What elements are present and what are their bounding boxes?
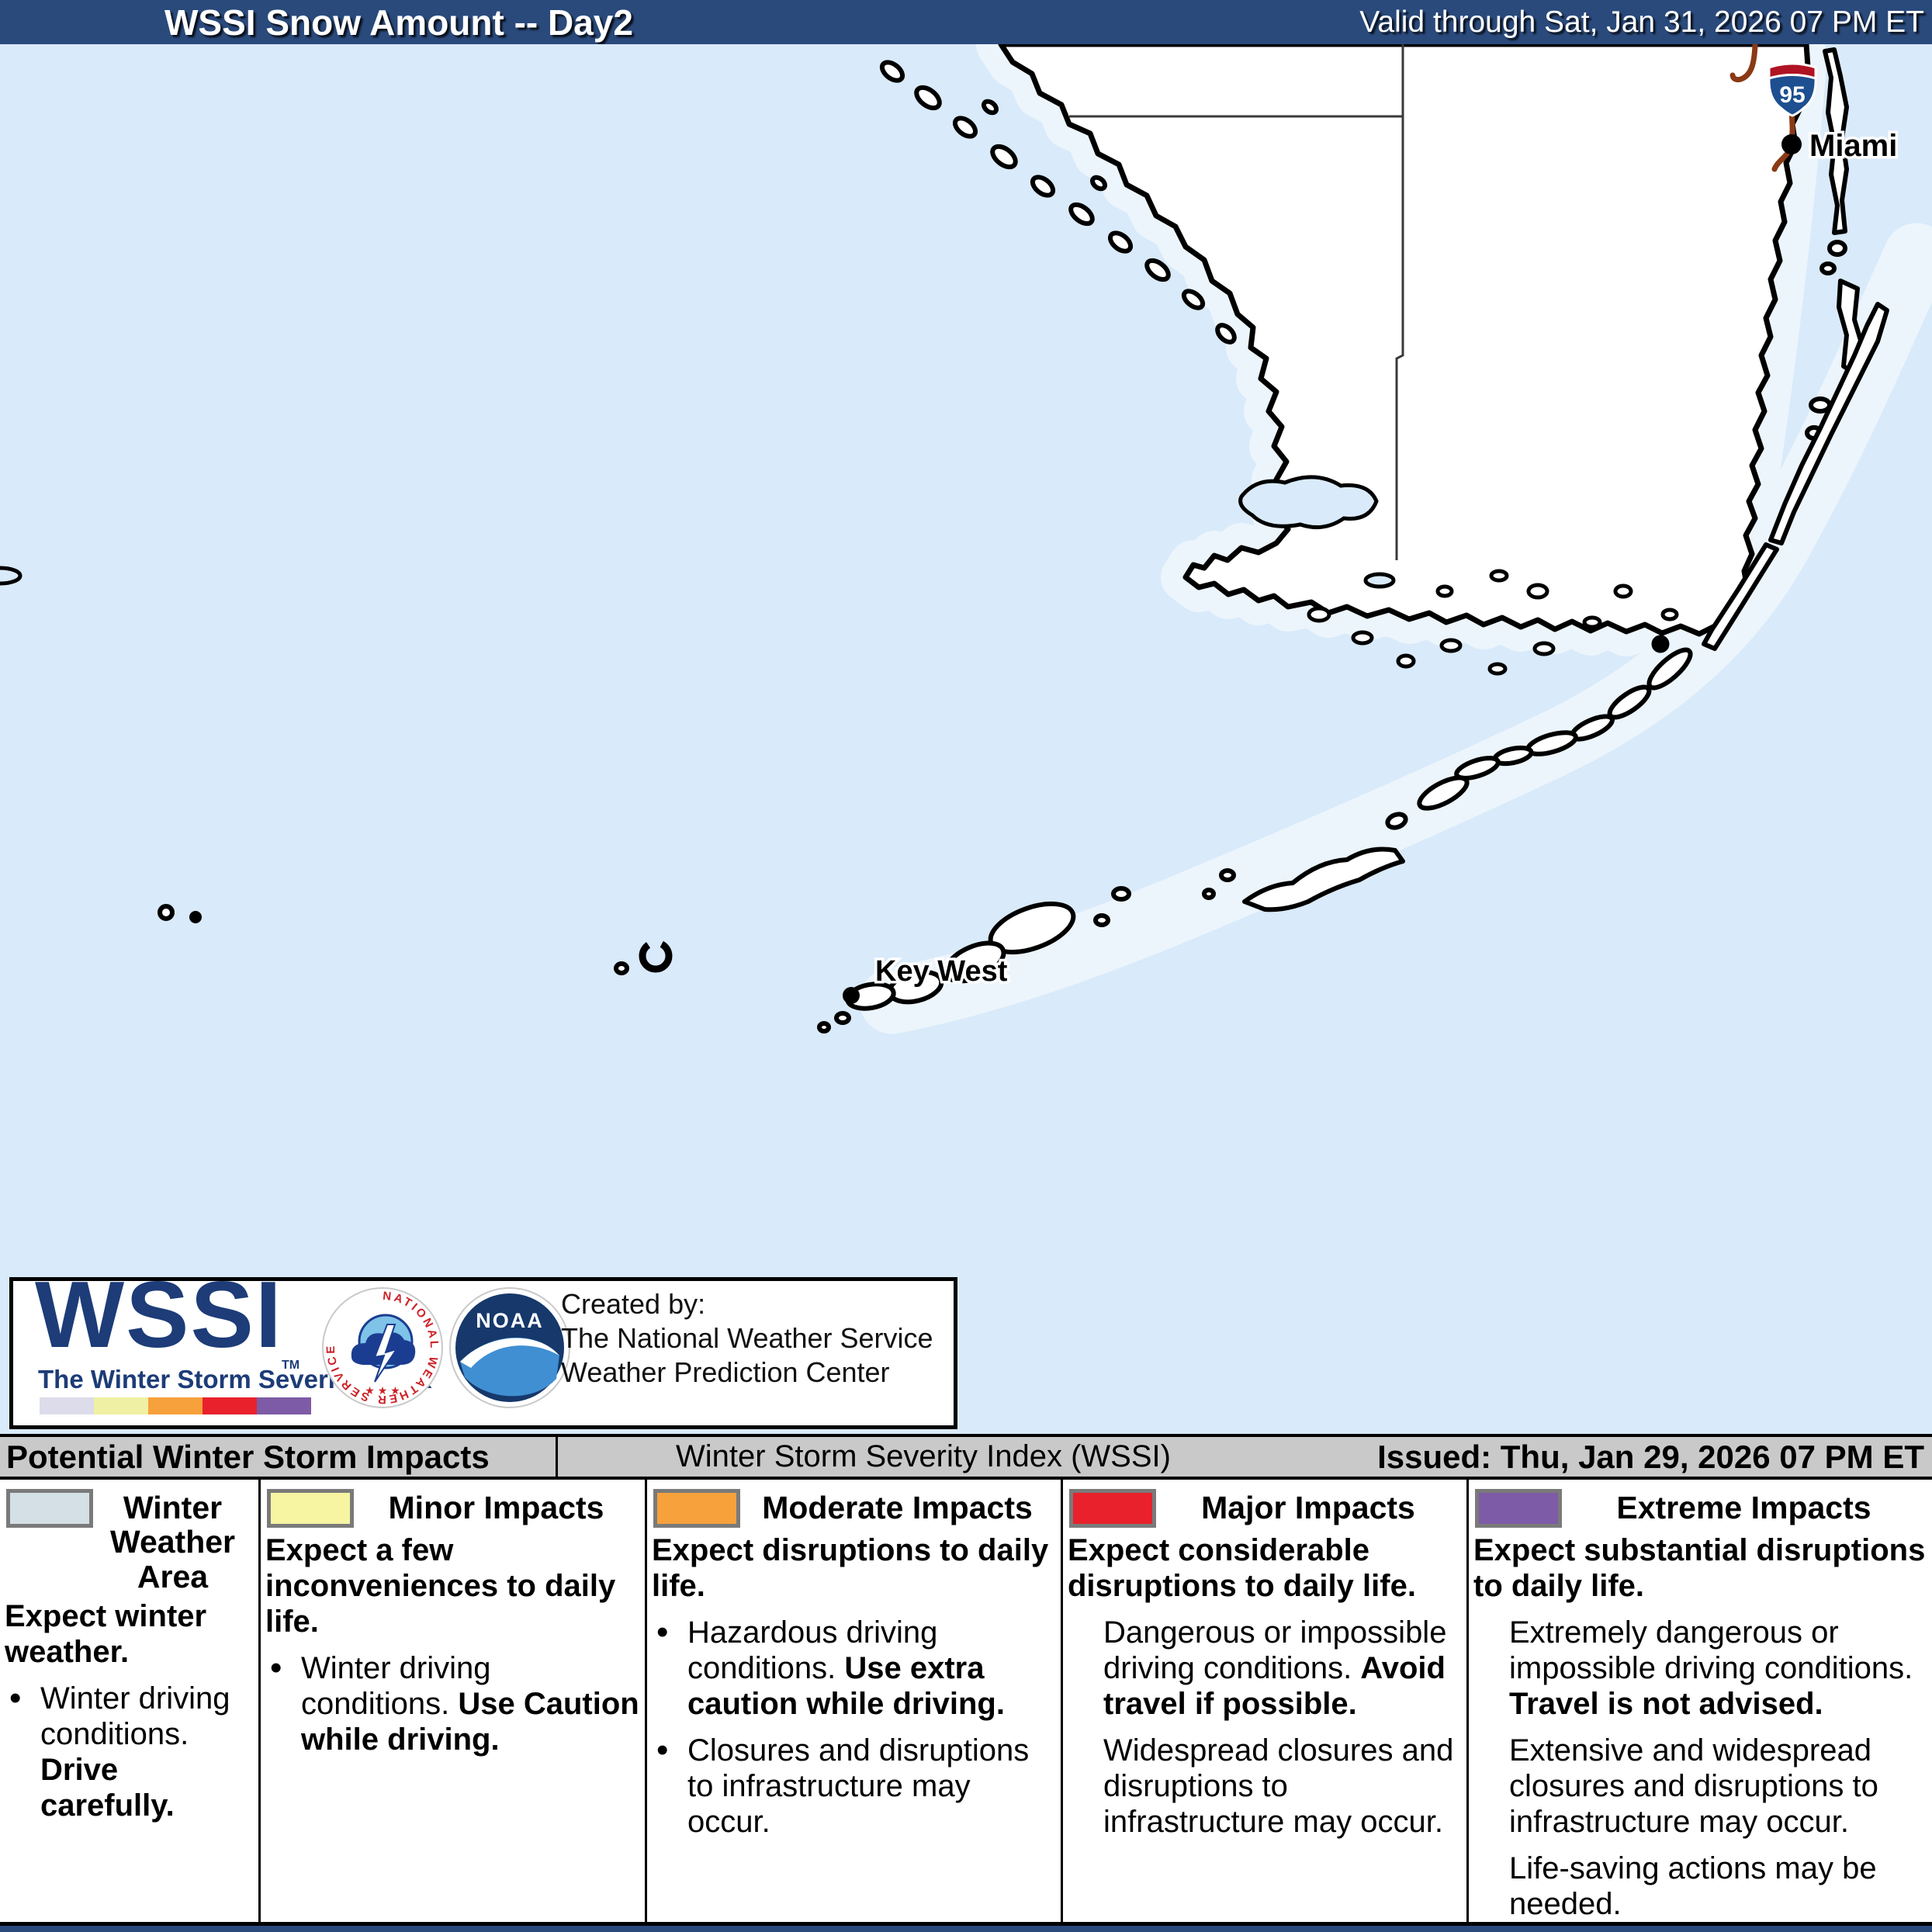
impact-bar-divider — [556, 1437, 558, 1477]
legend-column-title: Minor Impacts — [388, 1490, 604, 1525]
impact-title-bar: Potential Winter Storm Impacts Winter St… — [0, 1434, 1932, 1480]
legend-intro-text: Expect winter weather. — [5, 1598, 207, 1669]
legend-column: Minor Impacts Expect a few inconveniences… — [261, 1480, 647, 1922]
key-west-dot — [843, 987, 860, 1004]
legend-column: Winter Weather Area Expect winter weather… — [0, 1480, 261, 1922]
legend-column: Major Impacts Expect considerable disrupt… — [1063, 1480, 1469, 1922]
impact-bar-subtitle: Winter Storm Severity Index (WSSI) — [676, 1439, 1171, 1473]
legend-intro-text: Expect disruptions to daily life. — [652, 1533, 1049, 1603]
mainland-florida — [998, 44, 1811, 637]
legend-bullet-item: Closures and disruptions to infrastructu… — [652, 1731, 1056, 1840]
impact-legend: Winter Weather Area Expect winter weather… — [0, 1480, 1932, 1926]
legend-column-title: Moderate Impacts — [762, 1490, 1033, 1525]
legend-column: Extreme Impacts Expect substantial disrup… — [1469, 1480, 1932, 1922]
shield-number: 95 — [1779, 82, 1805, 108]
bottom-edge-strip — [0, 1926, 1932, 1932]
page-title: WSSI Snow Amount -- Day2 — [164, 2, 633, 43]
legend-intro-text: Expect a few inconveniences to daily lif… — [265, 1533, 616, 1639]
wssi-trademark: TM — [282, 1359, 300, 1372]
noaa-logo: NOAA — [449, 1287, 570, 1408]
legend-color-swatch — [1475, 1489, 1562, 1528]
created-by-line: Created by: — [561, 1288, 706, 1320]
impact-bar-title: Potential Winter Storm Impacts — [6, 1439, 490, 1475]
legend-column-title: Winter Weather Area — [109, 1490, 236, 1594]
whitewater-bay — [0, 475, 1396, 589]
created-by-line: The National Weather Service — [561, 1321, 933, 1354]
florida-keys — [817, 302, 1889, 1034]
legend-color-swatch — [1069, 1489, 1156, 1528]
legend-bullet-item: Widespread closures and disruptions to i… — [1103, 1733, 1454, 1839]
ten-thousand-islands — [879, 60, 1237, 345]
key-west-label: Key West — [875, 955, 1008, 988]
wssi-scale-swatch — [94, 1397, 148, 1414]
issued-text: Issued: Thu, Jan 29, 2026 07 PM ET — [1377, 1439, 1924, 1475]
noaa-wordmark: NOAA — [476, 1309, 544, 1332]
county-boundaries — [1069, 44, 1404, 560]
wssi-scale-swatch — [203, 1397, 257, 1414]
wssi-scale-swatch — [148, 1397, 203, 1414]
florida-bay-islands — [1307, 569, 1679, 676]
legend-intro-text: Expect substantial disruptions to daily … — [1473, 1533, 1926, 1603]
legend-column-title: Major Impacts — [1201, 1490, 1415, 1525]
legend-bullet-item: Hazardous driving conditions. Use extra … — [652, 1613, 1056, 1722]
miami-dot — [1781, 134, 1802, 154]
legend-bullet-item: Life-saving actions may be needed. — [1509, 1851, 1877, 1921]
marquesas-keys — [614, 939, 673, 975]
svg-text:★ ★ ★: ★ ★ ★ — [365, 1384, 400, 1397]
created-by-block: Created by: The National Weather Service… — [561, 1287, 933, 1390]
barrier-islands — [1805, 47, 1866, 441]
legend-intro-text: Expect considerable disruptions to daily… — [1068, 1533, 1416, 1603]
legend-bullet-item: Extremely dangerous or impossible drivin… — [1509, 1615, 1913, 1721]
dry-tortugas-islands — [158, 904, 202, 923]
legend-color-swatch — [6, 1489, 93, 1528]
header-bar: WSSI Snow Amount -- Day2 Valid through S… — [0, 0, 1932, 44]
legend-color-swatch — [653, 1489, 740, 1528]
map: 95 Miami Key West — [0, 44, 1932, 1434]
legend-bullet-item: Winter driving conditions. Use Caution w… — [265, 1649, 640, 1757]
miami-label: Miami — [1809, 129, 1897, 163]
legend-bullet-item: Dangerous or impossible driving conditio… — [1103, 1615, 1447, 1721]
wssi-logo: WSSI — [35, 1262, 283, 1367]
created-by-line: Weather Prediction Center — [561, 1356, 890, 1388]
legend-column-title: Extreme Impacts — [1616, 1490, 1871, 1525]
wssi-scale-swatch — [40, 1397, 94, 1414]
interstate-95-shield: 95 — [1768, 62, 1817, 117]
map-svg: 95 Miami Key West — [0, 44, 1932, 1434]
legend-bullet-item: Winter driving conditions. Drive careful… — [5, 1679, 254, 1823]
legend-color-swatch — [267, 1489, 354, 1528]
nws-logo: NATIONAL WEATHER SERVICE ★ ★ ★ — [322, 1287, 443, 1408]
wssi-severity-scale — [40, 1397, 311, 1414]
legend-bullet-item: Extensive and widespread closures and di… — [1509, 1733, 1878, 1839]
legend-column: Moderate Impacts Expect disruptions to da… — [647, 1480, 1063, 1922]
valid-through-text: Valid through Sat, Jan 31, 2026 07 PM ET — [1359, 5, 1924, 39]
logo-box: WSSI TM The Winter Storm Severity Index … — [9, 1262, 957, 1429]
wssi-scale-swatch — [257, 1397, 311, 1414]
